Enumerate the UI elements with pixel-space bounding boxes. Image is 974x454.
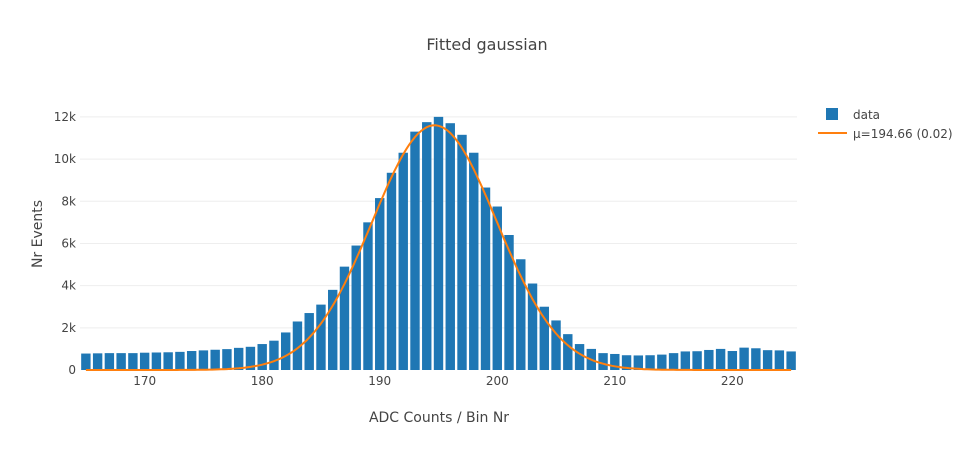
bar[interactable]: [786, 351, 796, 370]
x-tick-label: 200: [486, 374, 509, 388]
x-tick-label: 210: [603, 374, 626, 388]
legend-swatch-data: [826, 108, 838, 120]
bar[interactable]: [469, 152, 479, 370]
bar[interactable]: [128, 353, 138, 370]
bar[interactable]: [304, 313, 314, 370]
y-tick-label: 2k: [61, 321, 76, 335]
bar[interactable]: [186, 351, 197, 370]
bar[interactable]: [351, 245, 361, 370]
bar[interactable]: [363, 222, 373, 370]
bar[interactable]: [339, 266, 350, 370]
bar[interactable]: [574, 344, 585, 370]
bar[interactable]: [280, 332, 291, 370]
bar[interactable]: [222, 349, 232, 370]
y-tick-label: 8k: [61, 194, 76, 208]
bar[interactable]: [645, 355, 655, 370]
bar[interactable]: [245, 346, 256, 370]
bar[interactable]: [175, 351, 185, 370]
bar[interactable]: [257, 344, 267, 370]
bar[interactable]: [504, 235, 514, 370]
bar[interactable]: [621, 355, 632, 370]
y-tick-label: 12k: [54, 110, 76, 124]
legend[interactable]: data μ=194.66 (0.02): [818, 108, 953, 141]
x-axis-ticks: 170 180 190 200 210 220: [133, 374, 744, 388]
bar[interactable]: [704, 349, 714, 370]
y-tick-label: 4k: [61, 279, 76, 293]
bar[interactable]: [410, 131, 420, 370]
bar[interactable]: [739, 347, 749, 370]
bar[interactable]: [445, 123, 455, 370]
bar[interactable]: [92, 353, 103, 370]
legend-label-data: data: [853, 108, 880, 122]
bar[interactable]: [316, 304, 326, 370]
bar[interactable]: [774, 350, 785, 370]
bar[interactable]: [633, 355, 644, 370]
bar[interactable]: [81, 353, 91, 370]
fit-curve-layer: [85, 124, 792, 371]
x-tick-label: 180: [251, 374, 274, 388]
bar[interactable]: [668, 353, 679, 370]
bar[interactable]: [398, 152, 408, 370]
bar[interactable]: [375, 198, 385, 370]
bar[interactable]: [598, 353, 608, 370]
bar-series-data: [81, 116, 796, 370]
bar[interactable]: [292, 321, 303, 370]
legend-item-data[interactable]: data: [826, 108, 880, 122]
y-axis-ticks: 0 2k 4k 6k 8k 10k 12k: [54, 110, 76, 377]
bar[interactable]: [457, 134, 467, 370]
bar[interactable]: [433, 116, 444, 370]
bar[interactable]: [139, 352, 150, 370]
y-axis-label: Nr Events: [30, 200, 46, 268]
bar[interactable]: [527, 283, 538, 370]
chart-title: Fitted gaussian: [426, 35, 547, 54]
bar[interactable]: [492, 206, 502, 370]
bar[interactable]: [516, 259, 526, 370]
bar[interactable]: [762, 350, 773, 370]
x-tick-label: 190: [368, 374, 391, 388]
bar[interactable]: [480, 187, 491, 370]
bar[interactable]: [727, 351, 738, 370]
bar[interactable]: [657, 354, 667, 370]
bar[interactable]: [328, 289, 338, 370]
x-axis-label: ADC Counts / Bin Nr: [369, 410, 509, 426]
bar[interactable]: [692, 351, 702, 370]
x-tick-label: 220: [721, 374, 744, 388]
bar[interactable]: [210, 349, 220, 370]
bar[interactable]: [422, 122, 432, 370]
legend-item-fit[interactable]: μ=194.66 (0.02): [818, 127, 953, 141]
bar[interactable]: [551, 320, 561, 370]
bar[interactable]: [610, 353, 620, 370]
bar[interactable]: [104, 353, 115, 370]
bar[interactable]: [233, 347, 244, 370]
y-tick-label: 10k: [54, 152, 76, 166]
y-tick-label: 0: [68, 363, 76, 377]
bar[interactable]: [116, 353, 126, 370]
bar[interactable]: [269, 340, 279, 370]
bar[interactable]: [386, 172, 397, 370]
x-tick-label: 170: [133, 374, 156, 388]
fit-line[interactable]: [85, 124, 792, 371]
y-tick-label: 6k: [61, 236, 76, 250]
bar[interactable]: [680, 351, 691, 370]
bar[interactable]: [198, 350, 209, 370]
bar[interactable]: [163, 352, 173, 370]
bar[interactable]: [715, 348, 726, 370]
bar[interactable]: [151, 352, 162, 370]
bar[interactable]: [563, 334, 573, 370]
bar[interactable]: [539, 306, 549, 370]
bar[interactable]: [751, 348, 761, 370]
legend-label-fit: μ=194.66 (0.02): [853, 127, 953, 141]
